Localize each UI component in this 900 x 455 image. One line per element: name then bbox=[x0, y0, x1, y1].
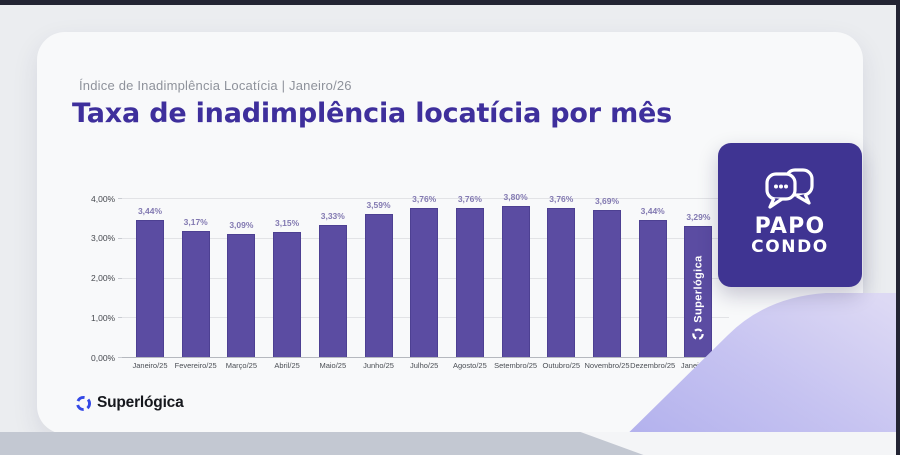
right-border bbox=[896, 0, 900, 455]
x-axis-label: Maio/25 bbox=[319, 361, 347, 370]
chart-eyebrow: Índice de Inadimplência Locatícia | Jane… bbox=[79, 78, 352, 93]
bar-Setembro/25 bbox=[501, 205, 530, 357]
bar-watermark-superlogica: Superlógica bbox=[692, 255, 705, 340]
y-axis-label: 0,00% bbox=[91, 352, 116, 363]
bar-Abril/25 bbox=[273, 231, 302, 357]
x-axis-label: Janeiro/25 bbox=[132, 361, 168, 370]
bar-Fevereiro/25 bbox=[181, 230, 210, 357]
superlogica-logo: Superlógica bbox=[75, 394, 184, 412]
y-axis-label: 4,00% bbox=[91, 193, 116, 204]
bar-Janeiro/26 bbox=[684, 226, 713, 357]
bar-Março/25 bbox=[227, 234, 256, 357]
y-axis-label: 3,00% bbox=[91, 233, 116, 244]
y-axis-tick bbox=[118, 237, 122, 239]
bar-chart: 0,00% 1,00% 2,00% 3,00% 4,00% 3,44% Janeiro/25… bbox=[58, 191, 729, 378]
chat-bubbles-icon bbox=[765, 168, 814, 209]
bar-Janeiro/25 bbox=[136, 220, 164, 357]
y-axis-label: 1,00% bbox=[91, 312, 116, 323]
x-axis-label: Outubro/25 bbox=[542, 361, 581, 370]
bar-value-label: 3,44% bbox=[137, 206, 163, 217]
bar-value-label: 3,76% bbox=[457, 193, 482, 204]
bar-Maio/25 bbox=[318, 224, 347, 357]
x-axis-label: Junho/25 bbox=[363, 361, 394, 370]
x-axis-label: Agosto/25 bbox=[453, 361, 487, 370]
superlogica-icon bbox=[692, 328, 705, 340]
bar-value-label: 3,29% bbox=[686, 212, 711, 223]
y-axis-tick bbox=[118, 198, 122, 199]
x-axis-label: Abril/25 bbox=[274, 361, 300, 370]
gridline bbox=[122, 198, 729, 199]
x-axis-label: Fevereiro/25 bbox=[174, 361, 217, 370]
bar-value-label: 3,15% bbox=[275, 217, 300, 228]
x-axis-label: Dezembro/25 bbox=[630, 361, 676, 370]
y-axis-label: 2,00% bbox=[91, 273, 116, 283]
bar-value-label: 3,44% bbox=[640, 206, 665, 217]
superlogica-logo-text: Superlógica bbox=[97, 394, 184, 411]
x-axis-line bbox=[122, 357, 729, 358]
x-axis-label: Setembro/25 bbox=[494, 361, 538, 370]
bar-value-label: 3,17% bbox=[183, 216, 208, 227]
bar-value-label: 3,69% bbox=[594, 196, 620, 207]
top-border bbox=[0, 0, 900, 5]
bottom-band bbox=[0, 432, 900, 455]
bar-Outubro/25 bbox=[547, 207, 576, 357]
badge-text-papo: PAPO bbox=[754, 214, 826, 239]
x-axis-label: Março/25 bbox=[225, 361, 258, 370]
superlogica-icon bbox=[75, 395, 92, 411]
bar-value-label: 3,80% bbox=[503, 191, 528, 202]
chart-title: Taxa de inadimplência locatícia por mês bbox=[72, 98, 673, 129]
bar-Novembro/25 bbox=[593, 210, 621, 357]
x-axis-label: Julho/25 bbox=[410, 361, 439, 370]
bar-value-label: 3,09% bbox=[229, 220, 254, 231]
bar-Agosto/25 bbox=[455, 207, 484, 357]
bar-value-label: 3,76% bbox=[549, 193, 574, 204]
bar-value-label: 3,76% bbox=[412, 193, 437, 204]
y-axis-tick bbox=[118, 277, 122, 279]
y-axis-tick bbox=[118, 357, 122, 358]
bar-Julho/25 bbox=[410, 207, 439, 357]
badge-text-condo: CONDO bbox=[751, 237, 829, 258]
bar-Junho/25 bbox=[364, 214, 393, 357]
x-axis-label: Novembro/25 bbox=[584, 361, 630, 370]
decorative-ribbon bbox=[606, 293, 900, 455]
bar-value-label: 3,59% bbox=[366, 200, 391, 211]
papo-condo-badge: PAPO CONDO bbox=[718, 143, 862, 287]
y-axis-tick bbox=[118, 317, 122, 319]
bar-Dezembro/25 bbox=[638, 220, 667, 357]
bottom-band-gray bbox=[0, 432, 644, 455]
bar-value-label: 3,33% bbox=[320, 210, 345, 221]
